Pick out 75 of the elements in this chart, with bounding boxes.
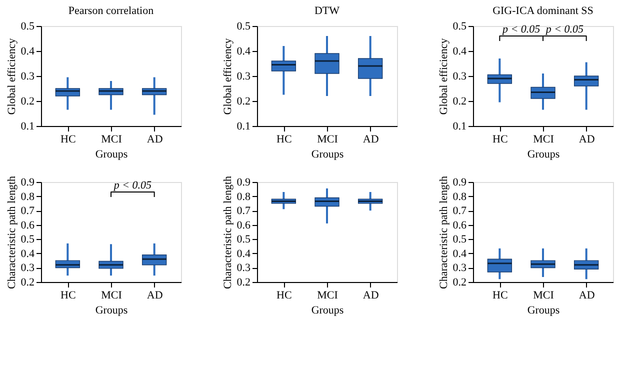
x-tick-label: HC (276, 134, 292, 146)
x-tick-label: AD (362, 290, 379, 302)
y-tick-label: 0.5 (236, 20, 251, 32)
x-tick-label: MCI (533, 290, 554, 302)
annotation: p < 0.05 (544, 24, 584, 36)
y-tick-label: 0.1 (20, 120, 34, 132)
y-tick-label: 0.5 (20, 20, 35, 32)
y-tick-label: 0.3 (20, 70, 35, 82)
y-axis-title: Global efficiency (438, 38, 450, 115)
y-tick-label: 0.5 (20, 234, 35, 246)
y-tick-label: 0.4 (20, 248, 35, 260)
y-tick-label: 0.9 (452, 176, 467, 188)
chart-title: GIG-ICA dominant SS (492, 5, 594, 17)
y-tick-label: 0.4 (20, 46, 35, 58)
y-tick-label: 0.6 (452, 219, 467, 232)
y-tick-label: 0.5 (452, 234, 467, 246)
x-tick-label: HC (60, 134, 76, 146)
y-axis-title: Characteristic path length (438, 175, 450, 290)
annotation: p < 0.05 (112, 180, 152, 192)
x-tick-label: MCI (317, 134, 338, 146)
y-tick-label: 0.9 (236, 176, 251, 188)
y-tick-label: 0.6 (236, 219, 251, 232)
x-tick-label: HC (492, 290, 508, 302)
x-tick-label: MCI (101, 290, 122, 302)
y-tick-label: 0.7 (452, 205, 467, 218)
y-tick-label: 0.2 (20, 276, 34, 288)
x-tick-label: MCI (533, 134, 554, 146)
x-axis-title: Groups (527, 148, 560, 160)
x-tick-label: AD (146, 290, 163, 302)
x-tick-label: AD (578, 290, 595, 302)
x-axis-title: Groups (527, 304, 560, 316)
y-tick-label: 0.1 (452, 120, 466, 132)
x-tick-label: HC (276, 290, 292, 302)
y-tick-label: 0.7 (20, 205, 35, 218)
y-tick-label: 0.9 (20, 176, 35, 188)
annotation: p < 0.05 (501, 24, 541, 36)
x-axis-title: Groups (311, 148, 344, 160)
y-tick-label: 0.3 (236, 262, 251, 274)
y-tick-label: 0.3 (20, 262, 35, 274)
x-axis-title: Groups (311, 304, 344, 316)
y-tick-label: 0.6 (20, 219, 35, 232)
y-tick-label: 0.2 (452, 276, 466, 288)
y-tick-label: 0.1 (236, 120, 250, 132)
y-tick-label: 0.4 (452, 46, 467, 58)
x-tick-label: HC (60, 290, 76, 302)
y-tick-label: 0.8 (20, 190, 35, 203)
chart-title: DTW (314, 5, 340, 17)
y-tick-label: 0.2 (236, 276, 250, 288)
y-axis-title: Characteristic path length (222, 175, 234, 290)
y-tick-label: 0.3 (452, 70, 467, 82)
x-tick-label: MCI (101, 134, 122, 146)
x-axis-title: Groups (95, 304, 128, 316)
x-tick-label: MCI (317, 290, 338, 302)
y-tick-label: 0.4 (236, 248, 251, 260)
y-tick-label: 0.8 (452, 190, 467, 203)
y-tick-label: 0.7 (236, 205, 251, 218)
y-axis-title: Characteristic path length (6, 175, 18, 290)
y-tick-label: 0.3 (452, 262, 467, 274)
y-tick-label: 0.2 (20, 96, 34, 108)
x-tick-label: HC (492, 134, 508, 146)
x-tick-label: AD (146, 134, 163, 146)
y-axis-title: Global efficiency (6, 38, 18, 115)
y-tick-label: 0.4 (236, 46, 251, 58)
y-tick-label: 0.8 (236, 190, 251, 203)
y-tick-label: 0.3 (236, 70, 251, 82)
y-tick-label: 0.2 (236, 96, 250, 108)
x-tick-label: AD (362, 134, 379, 146)
y-axis-title: Global efficiency (222, 38, 234, 115)
x-tick-label: AD (578, 134, 595, 146)
y-tick-label: 0.2 (452, 96, 466, 108)
y-tick-label: 0.4 (452, 248, 467, 260)
y-tick-label: 0.5 (452, 20, 467, 32)
y-tick-label: 0.5 (236, 234, 251, 246)
chart-title: Pearson correlation (68, 5, 154, 17)
x-axis-title: Groups (95, 148, 128, 160)
